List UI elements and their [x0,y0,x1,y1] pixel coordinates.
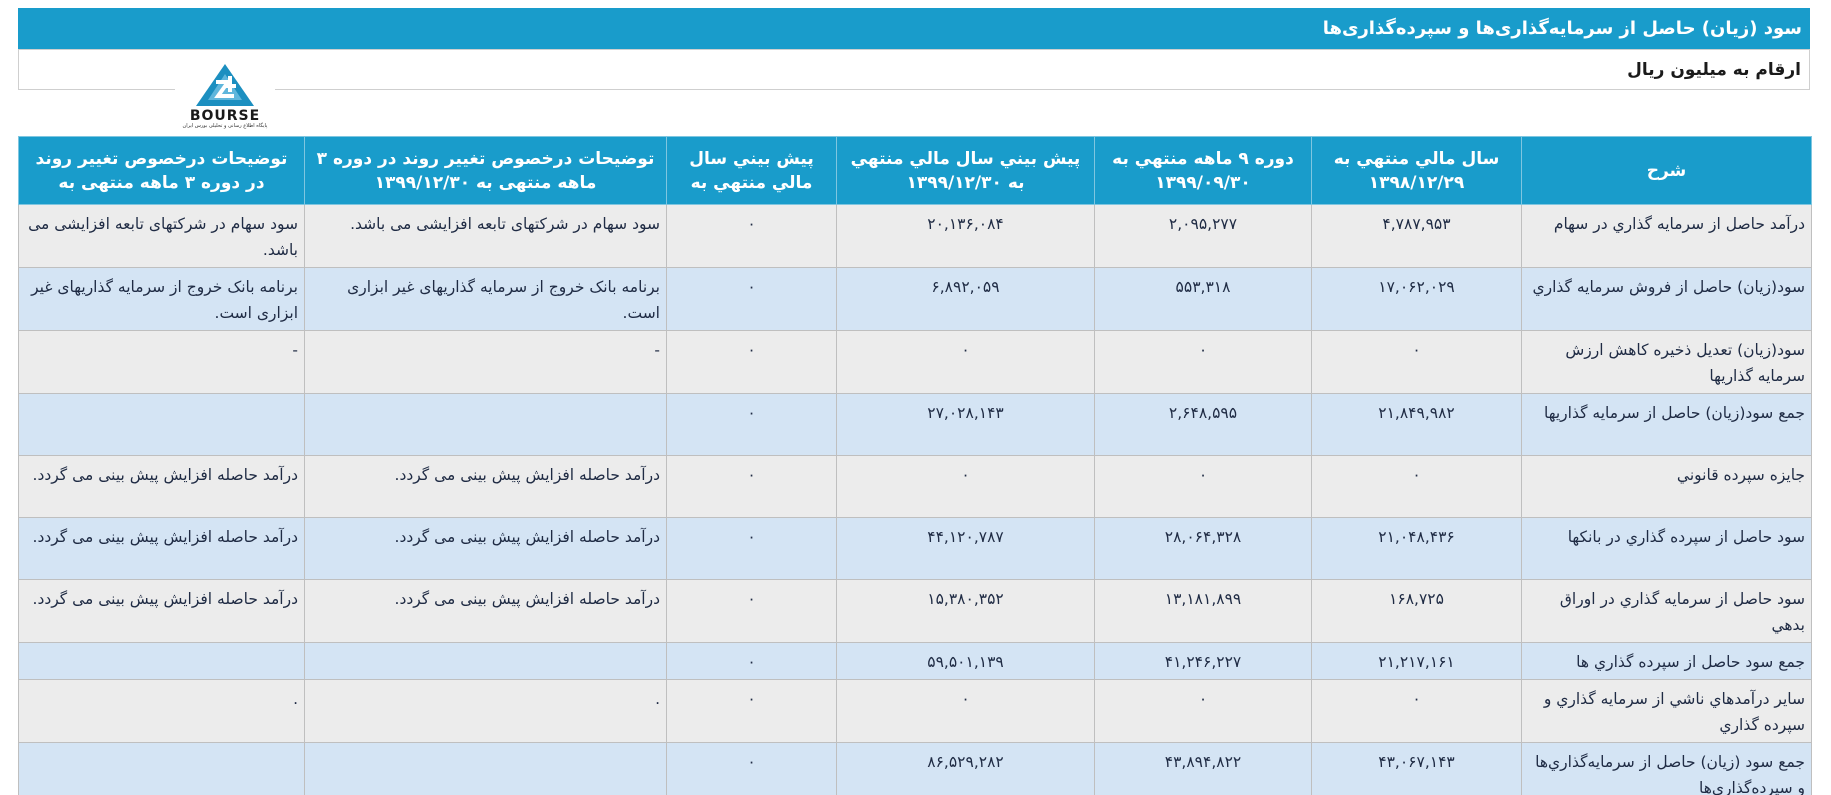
cell-9-months: ۴۱,۲۴۶,۲۲۷ [1094,642,1312,680]
cell-forecast-1399: ۶,۸۹۲,۰۵۹ [836,267,1095,331]
cell-notes-1399 [304,742,667,795]
cell-notes-1399: برنامه بانک خروج از سرمایه گذاریهای غیر … [304,267,667,331]
cell-notes-next: . [18,679,305,743]
cell-fy1398: ۲۱,۰۴۸,۴۳۶ [1311,517,1522,580]
cell-fy1398: ۱۶۸,۷۲۵ [1311,579,1522,643]
table-header-row: شرح سال مالي منتهي به ۱۳۹۸/۱۲/۲۹ دوره ۹ … [18,136,1812,205]
cell-forecast-next: ۰ [666,393,837,456]
cell-notes-next: درآمد حاصله افزایش پیش بینی می گردد. [18,455,305,518]
header-fy1398: سال مالي منتهي به ۱۳۹۸/۱۲/۲۹ [1311,136,1522,205]
cell-notes-next: - [18,330,305,394]
header-forecast-next: پيش بيني سال مالي منتهي به [666,136,837,205]
unit-note-bar: ارقام به میلیون ریال [18,49,1810,90]
cell-notes-next: سود سهام در شرکتهای تابعه افزایشی می باش… [18,204,305,268]
row-description: سود حاصل از سپرده گذاري در بانکها [1521,517,1812,580]
cell-forecast-next: ۰ [666,330,837,394]
cell-9-months: ۲,۶۴۸,۵۹۵ [1094,393,1312,456]
cell-forecast-next: ۰ [666,455,837,518]
cell-fy1398: ۲۱,۸۴۹,۹۸۲ [1311,393,1522,456]
table-row: سود حاصل از سرمايه گذاري در اوراق بدهي ۱… [18,579,1812,643]
cell-forecast-next: ۰ [666,267,837,331]
table-row: سود(زيان) تعديل ذخيره کاهش ارزش سرمايه گ… [18,330,1812,394]
cell-notes-next [18,642,305,680]
row-description: ساير درآمدهاي ناشي از سرمايه گذاري و سپر… [1521,679,1812,743]
table-row: جمع سود(زيان) حاصل از سرمايه گذاريها ۲۱,… [18,393,1812,456]
cell-9-months: ۰ [1094,679,1312,743]
cell-forecast-1399: ۴۴,۱۲۰,۷۸۷ [836,517,1095,580]
table-row: سود حاصل از سپرده گذاري در بانکها ۲۱,۰۴۸… [18,517,1812,580]
cell-forecast-1399: ۲۰,۱۳۶,۰۸۴ [836,204,1095,268]
cell-notes-1399: درآمد حاصله افزایش پیش بینی می گردد. [304,455,667,518]
bourse-logo-tagline: پایگاه اطلاع رسانی و تحلیلی بورس ایران [182,123,268,129]
cell-notes-1399: درآمد حاصله افزایش پیش بینی می گردد. [304,517,667,580]
cell-notes-1399: سود سهام در شرکتهای تابعه افزایشی می باش… [304,204,667,268]
cell-forecast-1399: ۵۹,۵۰۱,۱۳۹ [836,642,1095,680]
cell-fy1398: ۴۳,۰۶۷,۱۴۳ [1311,742,1522,795]
cell-forecast-next: ۰ [666,742,837,795]
cell-9-months: ۱۳,۱۸۱,۸۹۹ [1094,579,1312,643]
header-notes-next: توضیحات درخصوص تغییر روند در دوره ۳ ماهه… [18,136,305,205]
row-description: جمع سود(زيان) حاصل از سرمايه گذاريها [1521,393,1812,456]
cell-9-months: ۲۸,۰۶۴,۳۲۸ [1094,517,1312,580]
table-row: جمع سود (زيان) حاصل از سرمايه‌گذاري‌ها و… [18,742,1812,795]
cell-9-months: ۲,۰۹۵,۲۷۷ [1094,204,1312,268]
cell-notes-next [18,393,305,456]
cell-fy1398: ۱۷,۰۶۲,۰۲۹ [1311,267,1522,331]
table-row: جايزه سپرده قانوني ۰ ۰ ۰ ۰ درآمد حاصله ا… [18,455,1812,518]
bourse-logo-text: BOURSE [189,108,261,124]
cell-forecast-next: ۰ [666,204,837,268]
cell-forecast-next: ۰ [666,517,837,580]
cell-forecast-1399: ۰ [836,455,1095,518]
report-title: سود (زیان) حاصل از سرمایه‌گذاری‌ها و سپر… [1322,18,1802,39]
cell-notes-next [18,742,305,795]
cell-notes-1399: - [304,330,667,394]
header-description: شرح [1521,136,1812,205]
bourse-logo: BOURSE پایگاه اطلاع رسانی و تحلیلی بورس … [175,62,275,136]
cell-forecast-next: ۰ [666,679,837,743]
unit-note: ارقام به میلیون ریال [1627,59,1801,80]
cell-fy1398: ۲۱,۲۱۷,۱۶۱ [1311,642,1522,680]
row-description: سود حاصل از سرمايه گذاري در اوراق بدهي [1521,579,1812,643]
cell-forecast-next: ۰ [666,579,837,643]
table-row: ساير درآمدهاي ناشي از سرمايه گذاري و سپر… [18,679,1812,743]
row-description: جمع سود (زيان) حاصل از سرمايه‌گذاري‌ها و… [1521,742,1812,795]
cell-fy1398: ۰ [1311,455,1522,518]
cell-fy1398: ۴,۷۸۷,۹۵۳ [1311,204,1522,268]
cell-notes-next: درآمد حاصله افزایش پیش بینی می گردد. [18,579,305,643]
cell-forecast-1399: ۰ [836,679,1095,743]
table-row: درآمد حاصل از سرمايه گذاري در سهام ۴,۷۸۷… [18,204,1812,268]
cell-forecast-next: ۰ [666,642,837,680]
cell-notes-1399: درآمد حاصله افزایش پیش بینی می گردد. [304,579,667,643]
row-description: جايزه سپرده قانوني [1521,455,1812,518]
row-description: سود(زيان) تعديل ذخيره کاهش ارزش سرمايه گ… [1521,330,1812,394]
cell-notes-next: برنامه بانک خروج از سرمایه گذاریهای غیر … [18,267,305,331]
header-notes-1399: توضیحات درخصوص تغییر روند در دوره ۳ ماهه… [304,136,667,205]
cell-9-months: ۵۵۳,۳۱۸ [1094,267,1312,331]
header-forecast-1399: پيش بيني سال مالي منتهي به ۱۳۹۹/۱۲/۳۰ [836,136,1095,205]
table-row: جمع سود حاصل از سپرده گذاري ها ۲۱,۲۱۷,۱۶… [18,642,1812,680]
row-description: سود(زيان) حاصل از فروش سرمايه گذاري [1521,267,1812,331]
investment-income-table: شرح سال مالي منتهي به ۱۳۹۸/۱۲/۲۹ دوره ۹ … [18,136,1812,795]
cell-notes-1399: . [304,679,667,743]
cell-fy1398: ۰ [1311,330,1522,394]
row-description: جمع سود حاصل از سپرده گذاري ها [1521,642,1812,680]
table-row: سود(زيان) حاصل از فروش سرمايه گذاري ۱۷,۰… [18,267,1812,331]
cell-9-months: ۰ [1094,330,1312,394]
cell-9-months: ۰ [1094,455,1312,518]
cell-forecast-1399: ۱۵,۳۸۰,۳۵۲ [836,579,1095,643]
row-description: درآمد حاصل از سرمايه گذاري در سهام [1521,204,1812,268]
cell-fy1398: ۰ [1311,679,1522,743]
cell-notes-1399 [304,642,667,680]
cell-forecast-1399: ۲۷,۰۲۸,۱۴۳ [836,393,1095,456]
cell-notes-1399 [304,393,667,456]
cell-forecast-1399: ۰ [836,330,1095,394]
cell-forecast-1399: ۸۶,۵۲۹,۲۸۲ [836,742,1095,795]
header-9-months: دوره ۹ ماهه منتهي به ۱۳۹۹/۰۹/۳۰ [1094,136,1312,205]
bourse-logo-icon [196,64,254,106]
cell-9-months: ۴۳,۸۹۴,۸۲۲ [1094,742,1312,795]
cell-notes-next: درآمد حاصله افزایش پیش بینی می گردد. [18,517,305,580]
report-title-bar: سود (زیان) حاصل از سرمایه‌گذاری‌ها و سپر… [18,8,1810,49]
